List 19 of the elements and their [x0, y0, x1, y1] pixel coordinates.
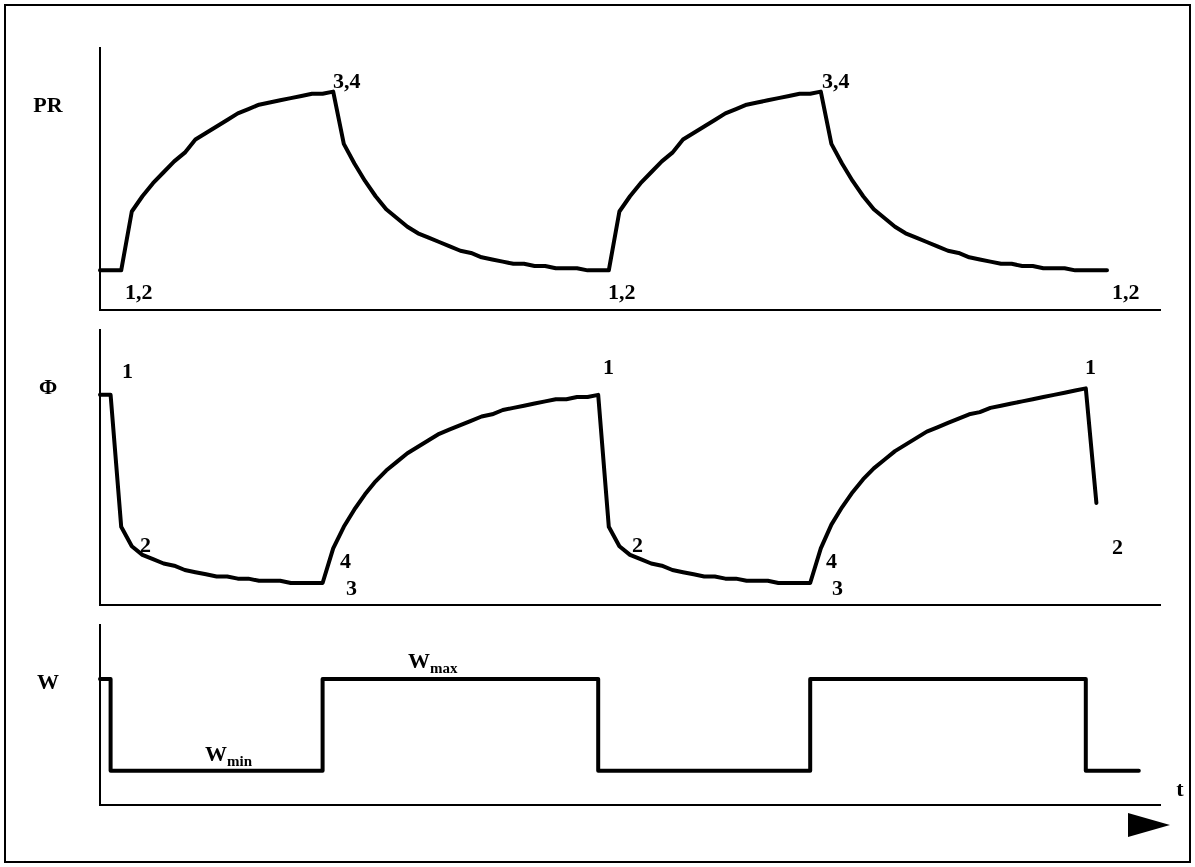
annotation: 4: [826, 547, 837, 573]
annotation: 1,2: [1112, 278, 1140, 304]
annotation: 3: [346, 574, 357, 600]
annotation: 2: [140, 531, 151, 557]
text: 1: [1085, 353, 1096, 379]
x-axis-title: t: [1176, 776, 1185, 802]
text: 1: [122, 357, 133, 383]
annotation: 2: [632, 531, 643, 557]
annotation: 2: [1112, 533, 1123, 559]
y-axis-title: W: [37, 668, 59, 694]
annotation: 3: [832, 574, 843, 600]
annotation: 1,2: [125, 278, 153, 304]
annotation: 3,4: [822, 67, 850, 93]
y-axis-title: PR: [33, 91, 64, 117]
annotation: 3,4: [333, 67, 361, 93]
annotation: 1,2: [608, 278, 636, 304]
y-axis-title: Φ: [38, 373, 58, 399]
text: 1: [603, 353, 614, 379]
annotation: 4: [340, 547, 351, 573]
